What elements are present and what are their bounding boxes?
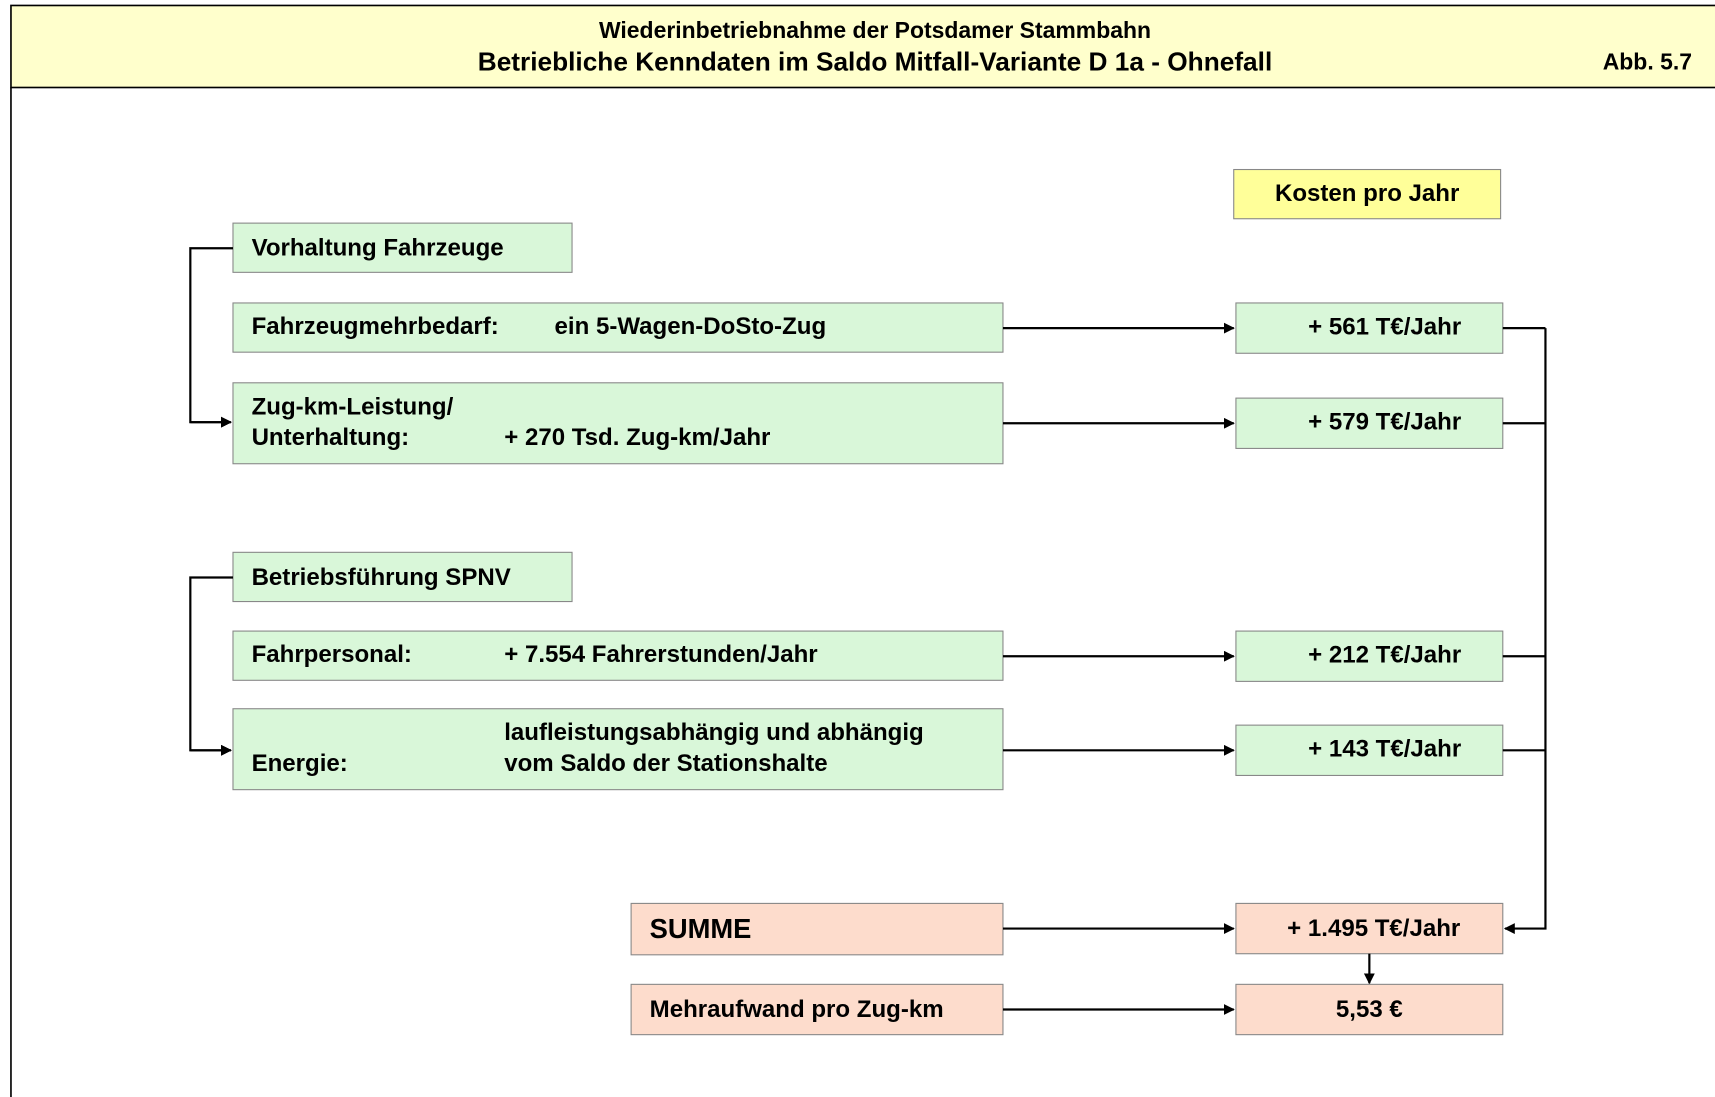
- cost-box: [1235, 397, 1504, 449]
- cost-value: + 143 T€/Jahr: [1308, 736, 1461, 763]
- item-box: [232, 708, 1004, 791]
- group-title: Vorhaltung Fahrzeuge: [252, 235, 504, 262]
- per-km-value-box: [1235, 983, 1504, 1036]
- cost-box: [1235, 630, 1504, 682]
- cost-value: + 561 T€/Jahr: [1308, 313, 1461, 340]
- item-detail: vom Saldo der Stationshalte: [504, 750, 827, 777]
- item-label: Zug-km-Leistung/: [252, 393, 454, 420]
- connector: [1503, 328, 1547, 935]
- summe-value-box: [1235, 902, 1504, 955]
- item-box: [232, 382, 1004, 465]
- item-label: Fahrzeugmehrbedarf:: [252, 313, 499, 340]
- per-km-value: 5,53 €: [1336, 996, 1403, 1023]
- connector: [189, 247, 233, 428]
- cost-box: [1235, 724, 1504, 776]
- header-band: [10, 4, 1715, 89]
- summe-value: + 1.495 T€/Jahr: [1287, 915, 1460, 942]
- item-label: Energie:: [252, 750, 348, 777]
- header-line2: Betriebliche Kenndaten im Saldo Mitfall-…: [478, 46, 1273, 76]
- cost-header: Kosten pro Jahr: [1275, 180, 1459, 207]
- summe-label: SUMME: [650, 913, 752, 944]
- item-label: Fahrpersonal:: [252, 641, 412, 668]
- header-line1: Wiederinbetriebnahme der Potsdamer Stamm…: [599, 17, 1151, 43]
- item-box: [232, 630, 1004, 681]
- item-label: Unterhaltung:: [252, 424, 410, 451]
- item-detail: + 270 Tsd. Zug-km/Jahr: [504, 424, 770, 451]
- connector: [189, 576, 233, 756]
- figure-number: Abb. 5.7: [1603, 48, 1692, 74]
- cost-box: [1235, 302, 1504, 354]
- cost-header-box: [1233, 168, 1502, 220]
- item-detail: laufleistungsabhängig und abhängig: [504, 719, 923, 746]
- summe-box: [630, 902, 1004, 956]
- per-km-label: Mehraufwand pro Zug-km: [650, 996, 944, 1023]
- cost-value: + 579 T€/Jahr: [1308, 409, 1461, 436]
- item-detail: + 7.554 Fahrerstunden/Jahr: [504, 641, 817, 668]
- group-title: Betriebsführung SPNV: [252, 564, 511, 591]
- group-title-box: [232, 551, 573, 603]
- item-detail: ein 5-Wagen-DoSto-Zug: [555, 313, 827, 340]
- cost-value: + 212 T€/Jahr: [1308, 642, 1461, 669]
- item-box: [232, 302, 1004, 353]
